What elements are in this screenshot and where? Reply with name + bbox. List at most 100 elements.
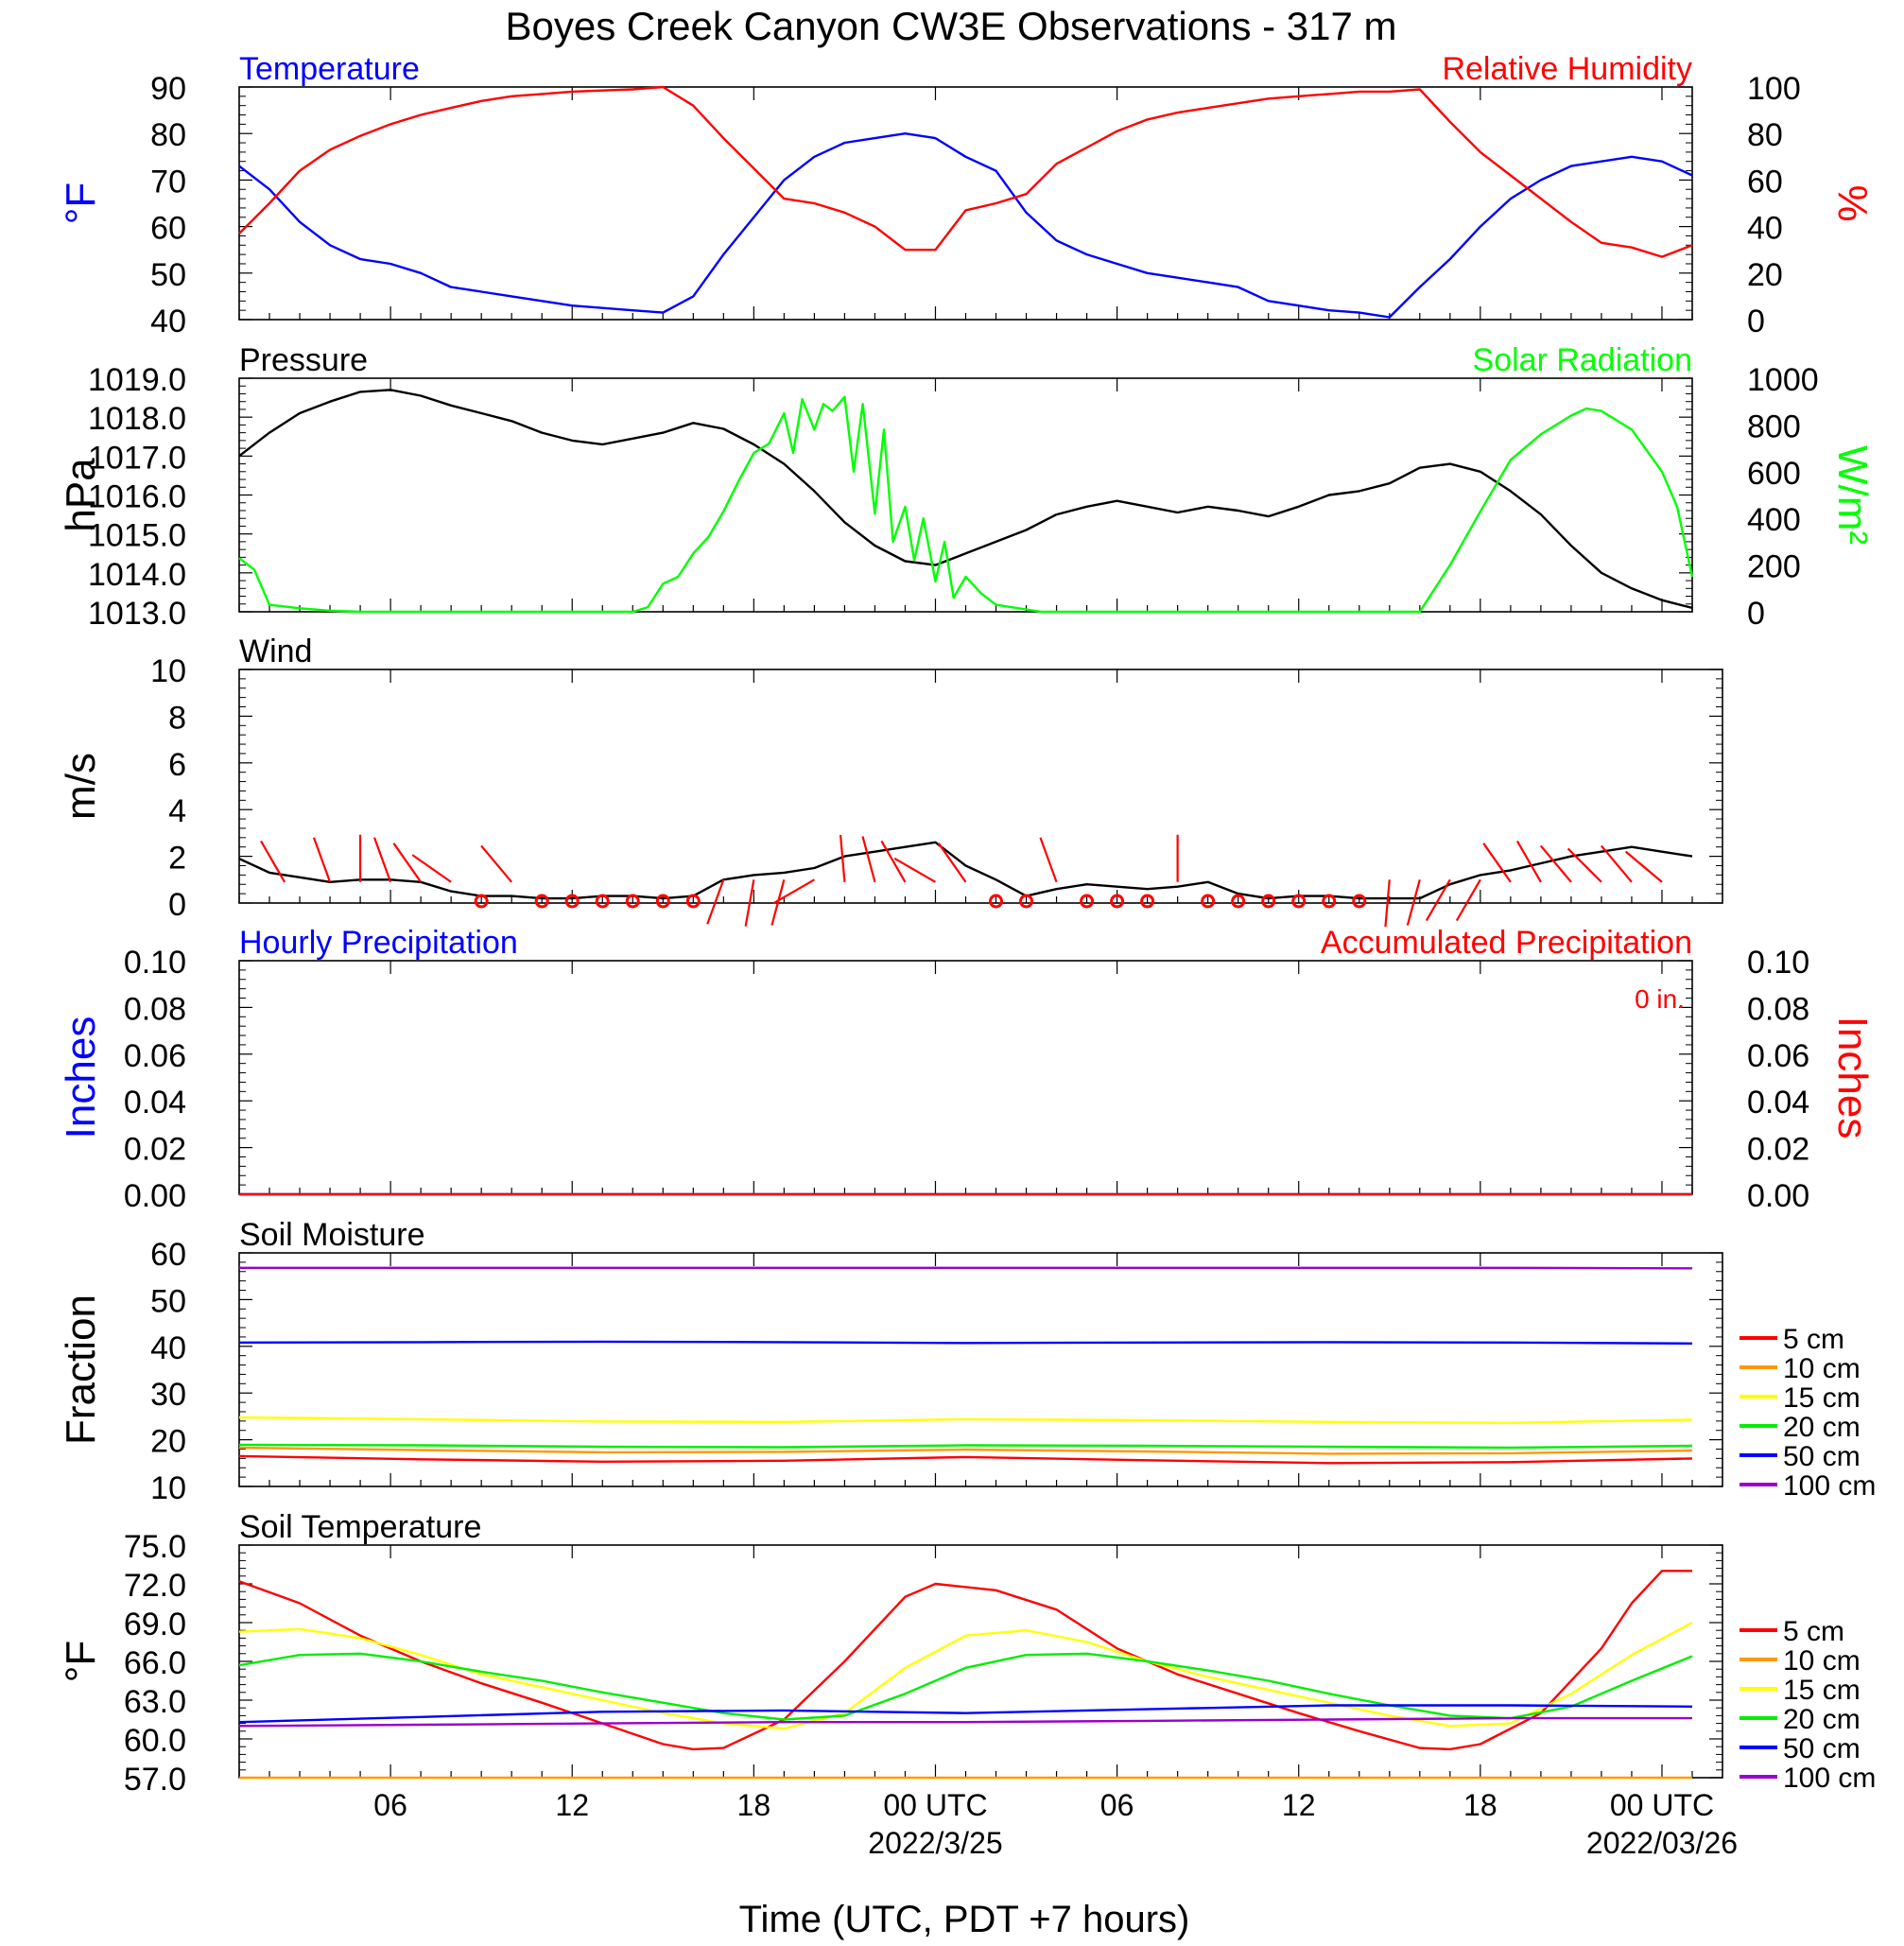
y-tick-label: 72.0 [124,1568,186,1604]
y-tick-label: 1014.0 [88,557,186,593]
panel-title-left: Soil Moisture [239,1217,425,1253]
legend-label: 15 cm [1783,1675,1861,1706]
y-tick-label: 20 [150,1424,186,1460]
wind-calm-marker [534,894,549,909]
panel-title-left: Hourly Precipitation [239,925,518,961]
wind-barb [1425,878,1451,922]
wind-barb [1539,844,1572,883]
series-20-cm [238,1652,1693,1721]
wind-barb [480,844,513,883]
panel-soil_temperature: 75.072.069.066.063.060.057.0 Soil Tempera… [58,1509,1876,1798]
panel-title-left: Wind [239,634,312,669]
wind-calm-marker [474,894,489,909]
y-tick-label: 10 [150,653,186,689]
legend-label: 20 cm [1783,1704,1861,1735]
y-tick-label: 63.0 [124,1684,186,1720]
y-right-tick-label: 40 [1747,211,1783,247]
y-right-tick-label: 1000 [1747,362,1819,398]
y-tick-label: 6 [168,747,186,783]
y-right-tick-label: 0 [1747,304,1765,339]
y-tick-label: 50 [150,1283,186,1319]
y-right-tick-label: 600 [1747,456,1801,492]
panel-title-right: Accumulated Precipitation [1321,925,1692,961]
panel-frame [238,1252,1723,1487]
wind-calm-marker [1080,894,1095,909]
series-100-cm [239,1266,1693,1270]
y-axis-label-left: °F [58,1641,104,1682]
series-10-cm [238,1446,1693,1455]
y-tick-label: 1013.0 [88,596,186,632]
y-right-tick-label: 0.08 [1747,991,1809,1027]
panel-frame [238,960,1693,1195]
series-5-cm [238,1570,1692,1751]
x-axis: 06 12 18 00 UTC 06 12 18 00 UTC 2022/3/25 2022/03… [373,1788,1738,1860]
y-axis-label-left: °F [58,182,104,224]
y-tick-label: 40 [150,304,186,339]
y-tick-label: 70 [150,164,186,200]
wind-calm-marker [595,894,610,909]
wind-barb [1566,847,1602,883]
y-right-tick-label: 0 [1747,596,1765,632]
panel-temperature_humidity: 90 80 70 60 50 40 100 80 60 40 20 0 Temperature Relat… [58,51,1876,339]
legend-label: 10 cm [1783,1353,1861,1384]
y-tick-label: 1017.0 [88,440,186,476]
y-tick-label: 80 [150,117,186,153]
wind-calm-marker [1231,894,1246,909]
legend-label: 5 cm [1783,1616,1844,1647]
y-axis-label-right: % [1829,184,1876,221]
x-tick-label: 00 UTC [883,1788,987,1822]
x-date-label: 2022/03/26 [1586,1826,1738,1860]
series-pressure [238,389,1693,610]
wind-barb [1482,843,1512,883]
y-right-tick-label: 0.02 [1747,1132,1809,1168]
legend-label: 50 cm [1783,1441,1861,1472]
wind-calm-marker [1261,894,1276,909]
y-axis-label-left: Fraction [58,1294,104,1445]
x-tick-label: 18 [1463,1788,1497,1822]
series-100-cm [238,1716,1692,1728]
x-tick-label: 12 [1282,1788,1316,1822]
wind-calm-marker [1352,894,1367,909]
y-tick-label: 1015.0 [88,518,186,554]
y-tick-label: 4 [168,793,186,829]
y-axis-label-left: hPa [58,458,104,532]
panel-soil_moisture: 60 50 40 30 20 10 Soil Moisture Fraction 5 cm10 … [58,1217,1876,1506]
wind-barb [880,840,907,883]
panel-precipitation: 0.10 0.08 0.06 0.04 0.02 0.00 0.10 0.08 0.06 0.04… [58,925,1876,1214]
y-tick-label: 0 [168,887,186,923]
wind-calm-marker [685,894,701,909]
y-axis-label-left: m/s [58,753,104,820]
x-tick-label: 06 [373,1788,407,1822]
y-tick-label: 90 [150,71,186,107]
y-tick-label: 60.0 [124,1723,186,1759]
y-tick-label: 66.0 [124,1645,186,1681]
y-right-tick-label: 0.00 [1747,1178,1809,1214]
y-tick-label: 0.00 [124,1178,186,1214]
wind-barb [1600,844,1633,883]
y-tick-label: 0.04 [124,1085,186,1121]
y-axis-label-right: W/m² [1829,445,1876,545]
legend-label: 50 cm [1783,1733,1861,1764]
y-right-tick-label: 60 [1747,164,1783,200]
legend-label: 15 cm [1783,1382,1861,1414]
y-tick-label: 0.02 [124,1132,186,1168]
y-tick-label: 40 [150,1330,186,1366]
series-50-cm [238,1704,1693,1724]
wind-calm-marker [1110,894,1125,909]
wind-calm-marker [655,894,670,909]
wind-barb [392,843,423,883]
y-axis-label-left: Inches [58,1016,104,1139]
y-tick-label: 30 [150,1377,186,1413]
y-tick-label: 69.0 [124,1607,186,1642]
y-right-tick-label: 0.06 [1747,1038,1809,1074]
x-date-label: 2022/3/25 [868,1826,1002,1860]
y-tick-label: 57.0 [124,1762,186,1798]
wind-calm-marker [1201,894,1216,909]
y-tick-label: 75.0 [124,1529,186,1565]
series-temperature [238,131,1693,319]
legend-label: 100 cm [1783,1470,1876,1502]
x-tick-label: 00 UTC [1610,1788,1714,1822]
legend-label: 5 cm [1783,1324,1844,1355]
